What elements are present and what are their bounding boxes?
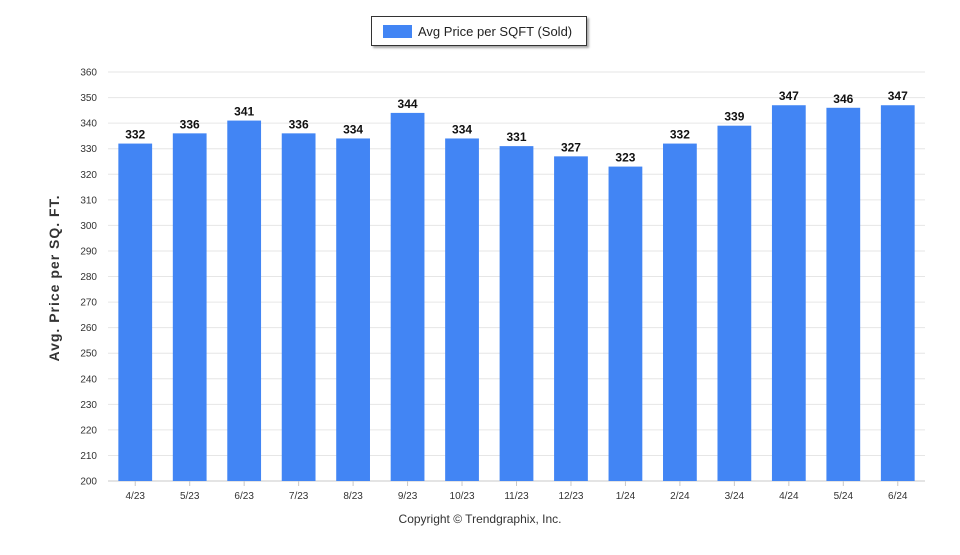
data-label: 341 <box>234 105 254 119</box>
bar <box>826 107 861 481</box>
x-tick-label: 5/23 <box>180 491 200 502</box>
x-tick-label: 7/23 <box>289 491 309 502</box>
x-tick-label: 9/23 <box>398 491 418 502</box>
x-tick-label: 11/23 <box>504 491 529 502</box>
data-label: 332 <box>125 128 145 142</box>
data-label: 323 <box>615 151 635 165</box>
x-tick-label: 10/23 <box>450 491 475 502</box>
y-axis-title: Avg. Price per SQ. FT. <box>46 194 62 362</box>
y-tick-label: 280 <box>80 272 97 283</box>
bar <box>445 138 479 481</box>
y-tick-label: 210 <box>80 451 97 462</box>
bar <box>499 146 534 481</box>
legend: Avg Price per SQFT (Sold) <box>371 16 587 46</box>
x-tick-label: 3/24 <box>725 491 745 502</box>
x-tick-label: 4/23 <box>125 491 145 502</box>
x-tick-label: 6/23 <box>234 491 254 502</box>
x-tick-label: 1/24 <box>616 491 636 502</box>
y-tick-label: 360 <box>80 68 97 79</box>
y-tick-label: 200 <box>80 477 97 488</box>
data-label: 334 <box>343 122 363 136</box>
y-tick-label: 260 <box>80 323 97 334</box>
bar <box>281 133 316 481</box>
x-tick-label: 4/24 <box>779 491 799 502</box>
y-tick-label: 310 <box>80 195 97 206</box>
bar <box>118 143 153 481</box>
y-tick-label: 230 <box>80 400 97 411</box>
x-tick-label: 2/24 <box>670 491 690 502</box>
legend-swatch <box>383 24 412 38</box>
y-tick-label: 250 <box>80 349 97 360</box>
bar <box>227 120 262 481</box>
bar <box>172 133 207 481</box>
y-tick-label: 330 <box>80 144 97 155</box>
data-label: 331 <box>506 130 526 144</box>
data-label: 327 <box>561 140 581 154</box>
y-tick-label: 340 <box>80 119 97 130</box>
bar <box>771 105 806 481</box>
x-tick-label: 12/23 <box>558 491 583 502</box>
bar <box>336 138 370 481</box>
data-label: 336 <box>289 117 309 131</box>
data-label: 339 <box>724 110 744 124</box>
copyright-footer: Copyright © Trendgraphix, Inc. <box>398 512 562 526</box>
y-tick-label: 270 <box>80 298 97 309</box>
bar <box>717 125 752 482</box>
bar <box>608 166 643 482</box>
y-tick-label: 350 <box>80 93 97 104</box>
legend-label: Avg Price per SQFT (Sold) <box>418 23 573 39</box>
bar <box>554 156 588 481</box>
y-tick-label: 220 <box>80 425 97 436</box>
bar <box>390 112 425 482</box>
x-tick-label: 5/24 <box>834 491 854 502</box>
y-tick-label: 300 <box>80 221 97 232</box>
data-label: 336 <box>180 117 200 131</box>
data-label: 347 <box>779 89 799 103</box>
data-label: 334 <box>452 122 472 136</box>
data-label: 332 <box>670 128 690 142</box>
data-label: 344 <box>398 97 418 111</box>
y-tick-label: 290 <box>80 246 97 257</box>
y-tick-label: 320 <box>80 170 97 181</box>
data-label: 347 <box>888 89 908 103</box>
data-label: 346 <box>833 92 853 106</box>
bar <box>880 105 915 481</box>
x-tick-label: 6/24 <box>888 491 908 502</box>
y-tick-label: 240 <box>80 374 97 385</box>
x-tick-label: 8/23 <box>343 491 363 502</box>
bar <box>663 143 697 481</box>
